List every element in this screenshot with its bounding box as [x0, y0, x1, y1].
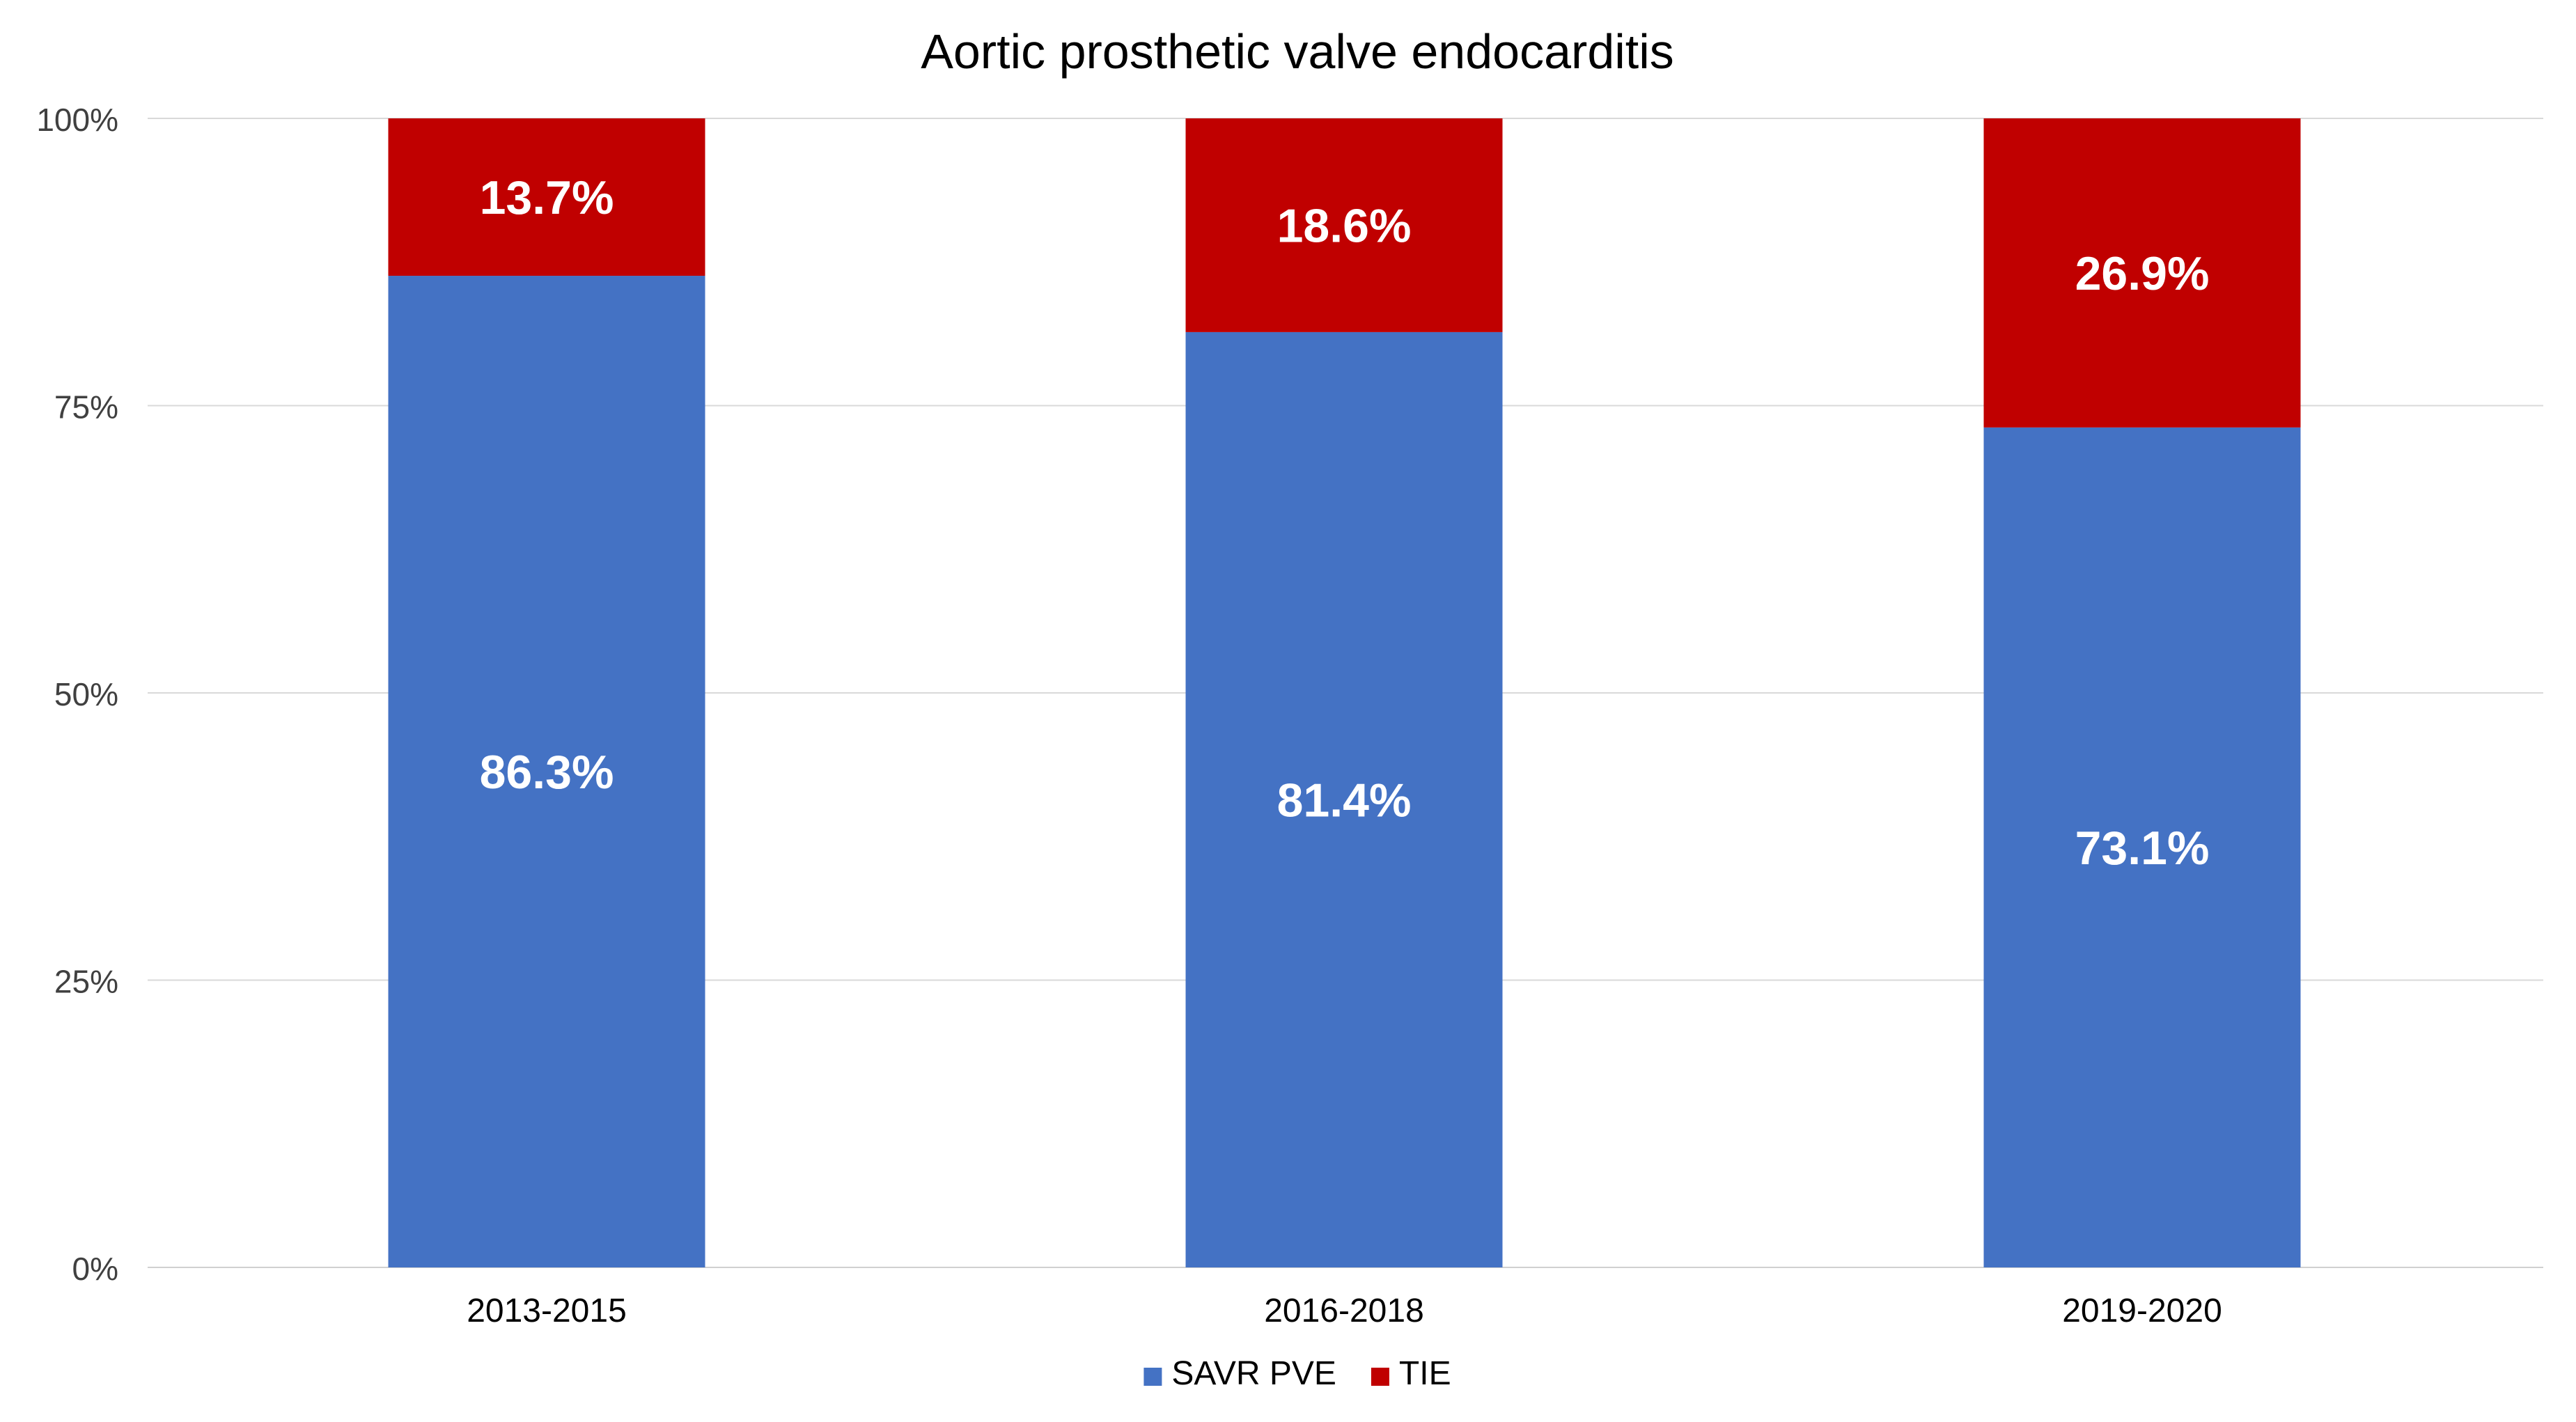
y-tick-label: 25% — [54, 964, 118, 1000]
legend-swatch — [1143, 1368, 1162, 1386]
y-tick-label: 75% — [54, 389, 118, 425]
data-label: 13.7% — [480, 171, 614, 224]
bar-savr-pve-2016-2018 — [1185, 331, 1503, 1267]
bar-savr-pve-2019-2020 — [1983, 427, 2301, 1267]
bar-tie-2013-2015 — [388, 118, 705, 276]
y-tick-label: 100% — [36, 102, 118, 138]
data-label: 73.1% — [2075, 822, 2210, 875]
legend-swatch — [1371, 1368, 1389, 1386]
legend-label: SAVR PVE — [1171, 1355, 1336, 1392]
bar-tie-2016-2018 — [1185, 118, 1503, 332]
data-label: 81.4% — [1277, 774, 1412, 827]
legend-item-savr-pve: SAVR PVE — [1143, 1355, 1336, 1392]
data-labels: 86.3% 13.7% 81.4% 18.6% 73.1% 26.9% — [480, 171, 2210, 875]
x-tick-label: 2013-2015 — [467, 1292, 627, 1329]
y-axis: 0% 25% 50% 75% 100% — [36, 102, 118, 1287]
data-label: 18.6% — [1277, 199, 1412, 252]
x-axis: 2013-2015 2016-2018 2019-2020 — [467, 1292, 2222, 1329]
x-tick-label: 2016-2018 — [1264, 1292, 1424, 1329]
chart-title: Aortic prosthetic valve endocarditis — [921, 24, 1674, 79]
legend-label: TIE — [1399, 1355, 1451, 1392]
x-tick-label: 2019-2020 — [2062, 1292, 2222, 1329]
bar-savr-pve-2013-2015 — [388, 276, 705, 1267]
y-tick-label: 50% — [54, 676, 118, 712]
bar-tie-2019-2020 — [1983, 118, 2301, 428]
y-tick-label: 0% — [72, 1251, 118, 1287]
data-label: 86.3% — [480, 746, 614, 799]
legend: SAVR PVE TIE — [1143, 1355, 1451, 1392]
data-label: 26.9% — [2075, 247, 2210, 300]
legend-item-tie: TIE — [1371, 1355, 1451, 1392]
bars — [388, 118, 2301, 1267]
